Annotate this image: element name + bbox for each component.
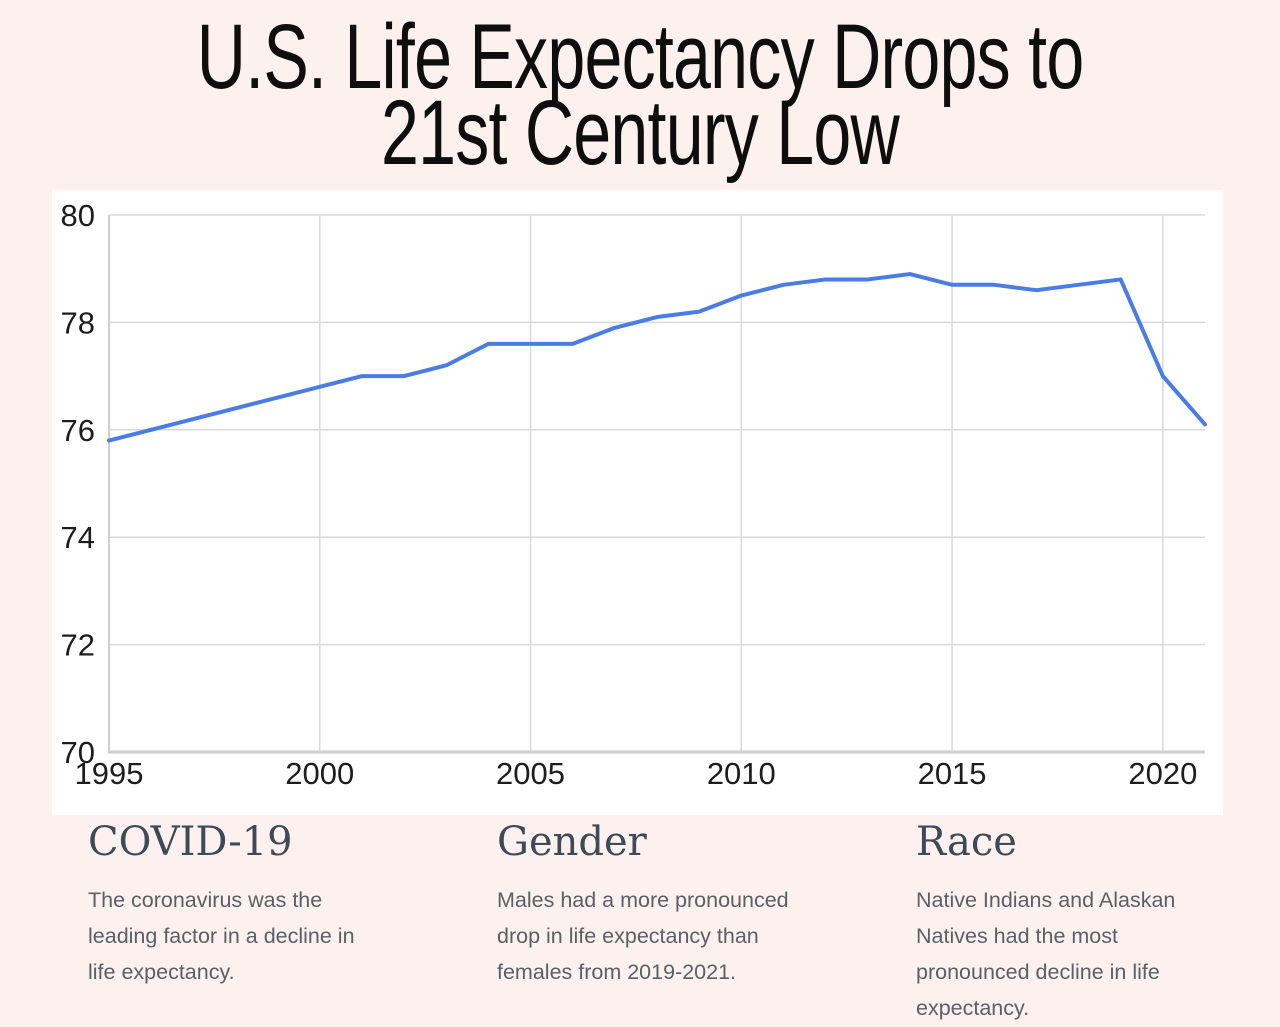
section-covid: COVID-19 The coronavirus was the leading… xyxy=(88,818,428,990)
body-line: Natives had the most xyxy=(916,924,1118,948)
body-line: pronounced decline in life xyxy=(916,960,1160,984)
section-body: Males had a more pronounced drop in life… xyxy=(497,882,847,990)
body-line: Native Indians and Alaskan xyxy=(916,888,1176,912)
section-body: The coronavirus was the leading factor i… xyxy=(88,882,428,990)
svg-text:2015: 2015 xyxy=(918,756,987,791)
svg-text:78: 78 xyxy=(61,305,95,340)
section-heading: Race xyxy=(916,819,1017,865)
body-line: The coronavirus was the xyxy=(88,888,323,912)
title-block: U.S. Life Expectancy Drops to 21st Centu… xyxy=(0,0,1280,186)
svg-text:2010: 2010 xyxy=(707,756,776,791)
svg-text:70: 70 xyxy=(61,735,95,770)
section-body: Native Indians and Alaskan Natives had t… xyxy=(916,882,1226,1026)
svg-text:1995: 1995 xyxy=(75,756,144,791)
page-title-line-2: 21st Century Low xyxy=(381,82,900,184)
svg-text:74: 74 xyxy=(61,520,95,555)
body-line: leading factor in a decline in xyxy=(88,924,355,948)
body-line: females from 2019-2021. xyxy=(497,960,737,984)
svg-text:72: 72 xyxy=(61,628,95,663)
footnote-sections: COVID-19 The coronavirus was the leading… xyxy=(0,818,1280,1027)
svg-text:76: 76 xyxy=(61,413,95,448)
body-line: drop in life expectancy than xyxy=(497,924,759,948)
svg-text:2000: 2000 xyxy=(285,756,354,791)
section-race: Race Native Indians and Alaskan Natives … xyxy=(916,818,1226,1026)
body-line: life expectancy. xyxy=(88,960,235,984)
svg-text:2020: 2020 xyxy=(1128,756,1197,791)
body-line: Males had a more pronounced xyxy=(497,888,789,912)
page-title-line-1: U.S. Life Expectancy Drops to xyxy=(196,6,1084,108)
svg-text:80: 80 xyxy=(61,198,95,233)
svg-text:2005: 2005 xyxy=(496,756,565,791)
body-line: expectancy. xyxy=(916,996,1030,1020)
section-gender: Gender Males had a more pronounced drop … xyxy=(497,818,847,990)
section-heading: COVID-19 xyxy=(88,819,293,865)
section-heading: Gender xyxy=(497,819,647,865)
chart-card: 70 72 74 76 78 80 1995 2000 2005 2010 2015 2020 xyxy=(52,190,1223,815)
life-expectancy-chart: 70 72 74 76 78 80 1995 2000 2005 2010 2015 2020 xyxy=(61,198,1207,791)
